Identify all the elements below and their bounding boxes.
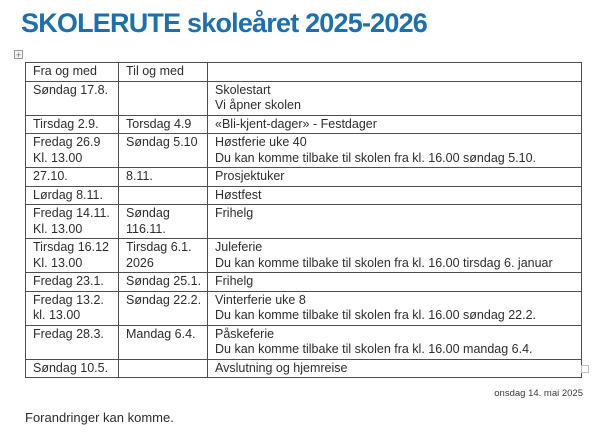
table-row: Søndag 17.8. Skolestart Vi åpner skolen [25, 80, 582, 116]
header-description[interactable] [207, 62, 582, 82]
table-row: Søndag 10.5. Avslutning og hjemreise [25, 358, 582, 378]
cell-to-date[interactable]: Søndag 25.1. [118, 272, 208, 292]
cell-to-date[interactable]: Søndag 22.2. [118, 290, 208, 326]
table-row: Fredag 26.9 Kl. 13.00 Søndag 5.10 Høstfe… [25, 133, 582, 168]
cell-from-date[interactable]: Søndag 17.8. [25, 80, 119, 116]
cell-from-date[interactable]: Fredag 13.2. kl. 13.00 [25, 290, 119, 326]
header-to-date[interactable]: Til og med [118, 62, 208, 82]
cell-description[interactable]: Frihelg [207, 204, 582, 239]
cell-description[interactable]: Vinterferie uke 8 Du kan komme tilbake t… [207, 290, 582, 326]
table-resize-handle[interactable] [581, 365, 589, 373]
cell-from-date[interactable]: Tirsdag 2.9. [25, 114, 119, 134]
table-row: Tirsdag 16.12 Kl. 13.00 Tirsdag 6.1. 202… [25, 238, 582, 273]
cell-description[interactable]: Høstferie uke 40 Du kan komme tilbake ti… [207, 133, 582, 168]
page-title[interactable]: SKOLERUTE skoleåret 2025-2026 [21, 8, 428, 38]
schedule-table: Fra og med Til og med Søndag 17.8. Skole… [25, 62, 582, 378]
plus-icon: + [15, 50, 22, 60]
cell-to-date[interactable]: Mandag 6.4. [118, 324, 208, 360]
table-row: Tirsdag 2.9. Torsdag 4.9 «Bli-kjent-dage… [25, 114, 582, 134]
cell-description[interactable]: Avslutning og hjemreise [207, 358, 582, 378]
cell-to-date[interactable]: 8.11. [118, 167, 208, 187]
cell-description[interactable]: Frihelg [207, 272, 582, 292]
cell-to-date[interactable] [118, 358, 208, 378]
cell-to-date[interactable]: Søndag 116.11. [118, 204, 208, 239]
table-row: 27.10. 8.11. Prosjektuker [25, 167, 582, 187]
cell-from-date[interactable]: Fredag 26.9 Kl. 13.00 [25, 133, 119, 168]
cell-from-date[interactable]: Fredag 14.11. Kl. 13.00 [25, 204, 119, 239]
table-move-handle-icon[interactable]: + [14, 50, 23, 60]
header-row: Fra og med Til og med [25, 62, 582, 82]
cell-from-date[interactable]: Søndag 10.5. [25, 358, 119, 378]
cell-from-date[interactable]: Fredag 28.3. [25, 324, 119, 360]
cell-description[interactable]: Juleferie Du kan komme tilbake til skole… [207, 238, 582, 273]
cell-to-date[interactable]: Torsdag 4.9 [118, 114, 208, 134]
cell-description[interactable]: Påskeferie Du kan komme tilbake til skol… [207, 324, 582, 360]
cell-from-date[interactable]: Lørdag 8.11. [25, 185, 119, 205]
cell-from-date[interactable]: 27.10. [25, 167, 119, 187]
cell-to-date[interactable]: Søndag 5.10 [118, 133, 208, 168]
cell-to-date[interactable] [118, 80, 208, 116]
table-row: Fredag 14.11. Kl. 13.00 Søndag 116.11. F… [25, 204, 582, 239]
cell-to-date[interactable]: Tirsdag 6.1. 2026 [118, 238, 208, 273]
header-from-date[interactable]: Fra og med [25, 62, 119, 82]
cell-from-date[interactable]: Tirsdag 16.12 Kl. 13.00 [25, 238, 119, 273]
cell-description[interactable]: «Bli-kjent-dager» - Festdager [207, 114, 582, 134]
footnote[interactable]: Forandringer kan komme. [25, 410, 174, 425]
cell-description[interactable]: Høstfest [207, 185, 582, 205]
cell-description[interactable]: Prosjektuker [207, 167, 582, 187]
table-row: Lørdag 8.11. Høstfest [25, 185, 582, 205]
date-stamp: onsdag 14. mai 2025 [494, 388, 583, 399]
table-row: Fredag 13.2. kl. 13.00 Søndag 22.2. Vint… [25, 290, 582, 326]
cell-to-date[interactable] [118, 185, 208, 205]
cell-description[interactable]: Skolestart Vi åpner skolen [207, 80, 582, 116]
table-row: Fredag 28.3. Mandag 6.4. Påskeferie Du k… [25, 324, 582, 360]
cell-from-date[interactable]: Fredag 23.1. [25, 272, 119, 292]
table-row: Fredag 23.1. Søndag 25.1. Frihelg [25, 272, 582, 292]
